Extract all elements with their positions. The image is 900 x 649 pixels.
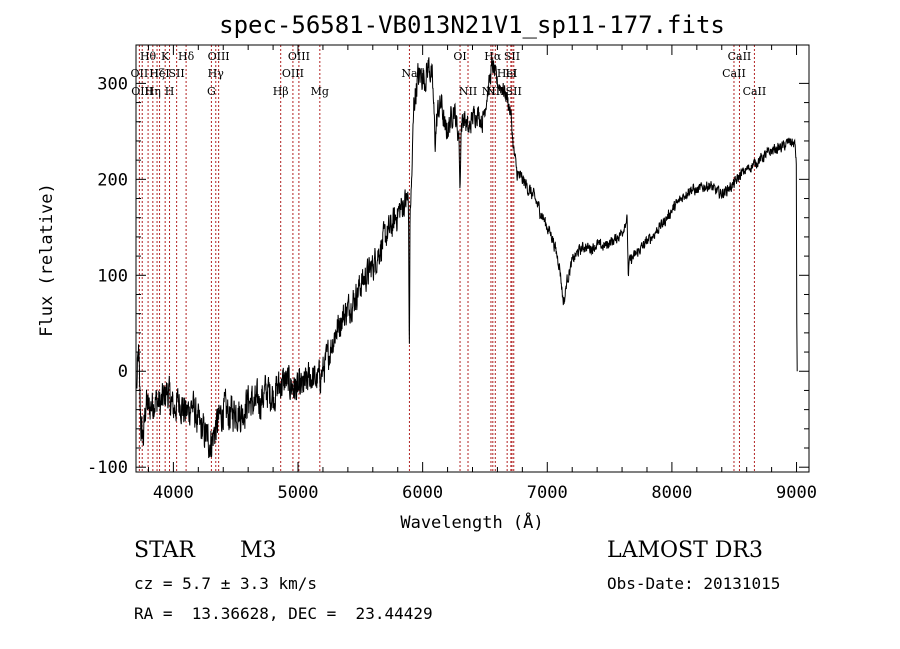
spectrum-line [136,57,798,459]
line-marker-label: NII [482,85,500,98]
line-marker-label: Mg [311,85,329,98]
line-marker-label: Hδ [178,50,195,63]
y-tick-label: 0 [118,362,128,382]
x-tick-label: 7000 [527,483,568,503]
y-tick-label: 100 [97,266,128,286]
line-marker-label: HeI [497,67,517,80]
line-marker-label: Hη [145,85,161,98]
x-tick-label: 6000 [402,483,443,503]
object-subclass: M3 [240,538,277,563]
line-marker-label: SII [169,67,185,80]
line-marker-label: SII [504,50,520,63]
line-marker-label: K [161,50,170,63]
line-marker-label: Na [401,67,418,80]
line-marker-label: SII [506,85,522,98]
x-axis-label: Wavelength (Å) [400,511,543,533]
line-marker-label: Hζ [149,67,165,80]
line-marker-label: Hβ [273,85,289,98]
line-marker-label: H [165,85,175,98]
x-tick-label: 9000 [776,483,817,503]
line-marker-label: OIII [282,67,304,80]
line-marker-label: CaII [743,85,767,98]
line-marker-label: OIII [288,50,310,63]
line-marker-label: Li [505,67,516,80]
line-marker-label: CaII [728,50,752,63]
survey-name: LAMOST DR3 [607,538,763,563]
line-marker-label: Hθ [140,50,157,63]
axes: 4000 5000 6000 7000 8000 9000 -100 0 100 200 300 [87,45,817,503]
line-marker-label: NII [486,85,504,98]
line-marker-label: NII [459,85,477,98]
line-markers [138,45,755,472]
x-tick-label: 8000 [651,483,692,503]
line-marker-label: OIII [208,50,230,63]
y-tick-label: -100 [87,458,128,478]
line-marker-label: CaII [722,67,746,80]
plot-frame [135,44,810,473]
x-tick-label: 5000 [278,483,319,503]
chart-title: spec-56581-VB013N21V1_sp11-177.fits [219,11,725,39]
observation-date: Obs-Date: 20131015 [607,574,781,593]
object-class: STAR [134,538,195,563]
line-marker-label: OII [131,67,149,80]
line-marker-label: Hα [484,50,502,63]
line-marker-label: OIII [131,85,153,98]
velocity-readout: cz = 5.7 ± 3.3 km/s [134,574,318,593]
line-marker-label: HeI [149,67,169,80]
y-axis-label: Flux (relative) [37,183,57,337]
line-marker-label: Hγ [208,67,225,80]
line-marker-label: OI [453,50,466,63]
coordinates-readout: RA = 13.36628, DEC = 23.44429 [134,604,433,623]
y-tick-label: 300 [97,74,128,94]
y-tick-label: 200 [97,170,128,190]
line-marker-labels: OIIOIIIHθHηHζHeIKHSIIHδGHγOIIIHβOIIIOIII… [131,50,767,98]
x-tick-label: 4000 [153,483,194,503]
line-marker-label: G [207,85,216,98]
